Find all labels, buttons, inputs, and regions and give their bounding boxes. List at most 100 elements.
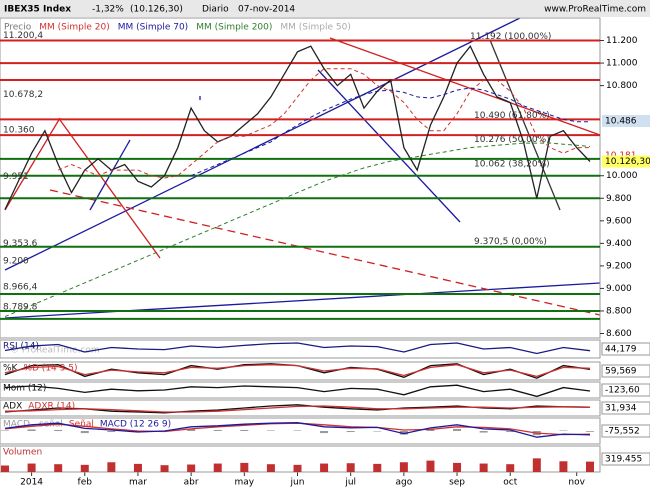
indicator-bar: [107, 462, 116, 472]
x-tick-label: 2014: [20, 478, 43, 488]
indicator-bar: [453, 462, 462, 472]
value-box: [601, 401, 650, 415]
indicator-bar: [399, 462, 408, 472]
indicator-bar: [506, 464, 515, 472]
y-tick-label: 8.800: [606, 306, 632, 316]
indicator-line: [4, 404, 591, 414]
indicator-bar: [213, 429, 222, 431]
indicator-bar: [27, 463, 36, 472]
y-tick-label: 9.000: [606, 284, 632, 294]
watermark: © ProRealTime.com: [10, 346, 100, 356]
y-tick-label: 11.200: [606, 36, 638, 46]
value-label: 59,569: [605, 367, 637, 377]
trendline: [317, 69, 461, 223]
panel-frame: [0, 399, 601, 417]
trendline: [4, 17, 521, 271]
price-label-box: [602, 114, 650, 127]
y-tick-label: 10.800: [606, 81, 638, 91]
x-tick-label: nov: [568, 478, 585, 488]
level-label: 9.951: [3, 172, 29, 182]
trendline: [4, 282, 601, 319]
fibonacci-label: 9.370,5 (0,00%): [474, 237, 547, 247]
indicator-bar: [586, 431, 594, 432]
panel-legend: %K: [3, 364, 19, 374]
value-box: [601, 452, 650, 466]
level-label: 10.360: [3, 126, 35, 136]
indicator-bar: [586, 461, 594, 472]
fibonacci-label: 10.062 (38,20%): [474, 159, 550, 169]
x-tick-label: abr: [184, 478, 199, 488]
legend-entry: MM (Simple 20): [39, 23, 109, 33]
panel-legend: Volumen: [3, 448, 42, 458]
panel-frame: [0, 417, 601, 445]
indicator-bar: [266, 430, 275, 431]
value-box: [601, 342, 650, 356]
header-bar: [0, 0, 650, 17]
y-tick-label: 11.000: [606, 59, 638, 69]
indicator-bar: [373, 431, 382, 432]
date: 07-nov-2014: [238, 5, 295, 15]
indicator-bar: [320, 431, 329, 434]
fibonacci-label: 10.490 (61,80%): [474, 111, 550, 121]
x-tick-label: oct: [503, 478, 517, 488]
indicator-bar: [346, 463, 355, 472]
value-label: -123,60: [605, 386, 640, 396]
trendline: [489, 39, 561, 211]
indicator-bar: [426, 460, 435, 472]
legend-entry: MM (Simple 70): [118, 23, 188, 33]
y-tick-label: 9.400: [606, 239, 632, 249]
indicator-bar: [54, 464, 63, 472]
price-label: 10.126,30: [605, 157, 650, 167]
value-label: 31,934: [605, 404, 637, 414]
legend-entry: MM (Simple 200): [196, 23, 272, 33]
x-tick-label: sep: [449, 478, 465, 488]
indicator-bar: [213, 463, 222, 472]
indicator-bar: [266, 464, 275, 472]
indicator-bar: [293, 464, 302, 472]
indicator-bar: [240, 462, 249, 472]
indicator-bar: [559, 461, 568, 472]
level-label: 9.353,6: [3, 239, 38, 249]
panel-frame: [0, 361, 601, 381]
x-tick-label: may: [235, 478, 255, 488]
panel-legend: %D (14 3 5): [23, 364, 77, 374]
y-tick-label: 9.800: [606, 194, 632, 204]
panel-legend: RSI (14): [3, 342, 39, 352]
panel-frame: [0, 17, 601, 339]
y-tick-label: 9.600: [606, 216, 632, 226]
panel-legend: ADX: [3, 402, 22, 412]
indicator-line: [4, 364, 591, 378]
indicator-bar: [240, 429, 249, 431]
x-tick-label: feb: [78, 478, 93, 488]
indicator-bar: [559, 430, 568, 431]
legend-entry: Precio: [4, 23, 32, 33]
indicator-bar: [1, 430, 9, 431]
value-label: 44,179: [605, 345, 637, 355]
panel-legend: ADXR (14): [28, 402, 75, 412]
title: IBEX35 Index: [4, 5, 71, 15]
value-box: [601, 383, 650, 397]
change: -1,32%: [92, 5, 124, 15]
level-label: 11.200,4: [3, 31, 43, 41]
fibonacci-label: 11.192 (100,00%): [470, 32, 551, 42]
indicator-line: [4, 342, 591, 355]
indicator-bar: [453, 428, 462, 431]
indicator-bar: [320, 463, 329, 472]
indicator-bar: [27, 429, 36, 431]
indicator-bar: [133, 463, 142, 472]
indicator-bar: [1, 465, 9, 472]
level-label: 9.200: [3, 256, 29, 266]
price-line: [4, 44, 591, 210]
price: (10.126,30): [130, 5, 183, 15]
indicator-bar: [80, 431, 89, 434]
indicator-line: [4, 384, 591, 398]
x-tick-label: mar: [129, 478, 147, 488]
indicator-bar: [426, 429, 435, 431]
indicator-bar: [399, 431, 408, 435]
indicator-bar: [80, 464, 89, 472]
indicator-bar: [346, 431, 355, 433]
value-box: [601, 364, 650, 378]
price-label: 10.486: [605, 116, 637, 126]
